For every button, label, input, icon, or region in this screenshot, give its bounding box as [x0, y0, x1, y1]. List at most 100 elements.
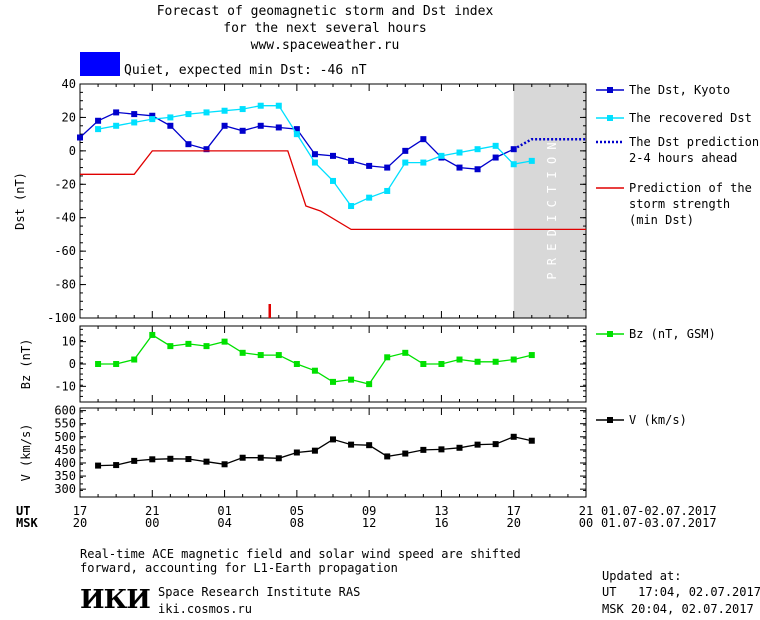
- dst-series-0-point: [293, 126, 300, 133]
- v-y-tick-label: 450: [54, 443, 76, 457]
- iki-logo: ИКИ: [80, 585, 151, 615]
- institute-website[interactable]: iki.cosmos.ru: [158, 602, 252, 616]
- v-series-0-point: [438, 446, 445, 453]
- bz-series-0-point: [348, 376, 355, 383]
- bz-series-0-point: [203, 343, 210, 350]
- v-y-tick-label: 500: [54, 430, 76, 444]
- v-series-0-point: [203, 458, 210, 465]
- legend-label-dst-0: The Dst, Kyoto: [629, 83, 730, 97]
- v-y-tick-label: 350: [54, 469, 76, 483]
- bz-series-0-point: [149, 331, 156, 338]
- v-series-0-point: [384, 453, 391, 460]
- legend-label-dst-3: (min Dst): [629, 213, 694, 227]
- prediction-region: [513, 84, 586, 318]
- msk-tick-label: 16: [434, 516, 448, 530]
- bz-series-0-point: [528, 352, 535, 359]
- legend-label-dst-3: Prediction of the: [629, 181, 752, 195]
- bz-series-0-point: [420, 361, 427, 367]
- dst-y-axis-label: Dst (nT): [13, 172, 27, 230]
- dst-series-0-point: [185, 141, 192, 148]
- v-series-0-point: [185, 456, 192, 463]
- ut-tick-label: 17: [506, 504, 520, 518]
- msk-tick-label: 20: [73, 516, 87, 530]
- v-y-tick-label: 300: [54, 482, 76, 496]
- msk-tick-label: 12: [362, 516, 376, 530]
- v-panel-frame: [79, 407, 587, 498]
- dst-series-0-point: [330, 152, 336, 159]
- dst-series-0-point: [275, 124, 282, 131]
- bz-series-0-point: [384, 354, 391, 361]
- legend-layer: The Dst, Kyoto The recovered Dst The Dst p…: [596, 83, 759, 427]
- v-series-0-point: [95, 462, 102, 469]
- bz-series-0-point: [456, 356, 463, 363]
- dst-series-1-point: [293, 131, 300, 138]
- dst-series-line-2: [513, 137, 586, 151]
- dst-series-1-point: [528, 157, 535, 164]
- dst-y-tick-label: 40: [62, 77, 76, 91]
- dst-series-0-point: [402, 147, 409, 154]
- v-series-0-point: [167, 455, 174, 462]
- data-layer: [77, 102, 586, 469]
- v-series-0-point: [528, 437, 535, 444]
- dst-series-0-point: [456, 164, 463, 171]
- bz-series-0-point: [275, 352, 282, 359]
- v-series-0-point: [492, 441, 499, 448]
- v-series-0-point: [474, 441, 481, 448]
- legend-label-v-0: V (km/s): [629, 413, 687, 427]
- v-series-0-point: [510, 433, 517, 440]
- dst-series-1-point: [510, 161, 517, 168]
- chart-title-line-2: for the next several hours: [223, 21, 427, 36]
- v-y-axis-label: V (km/s): [19, 424, 33, 482]
- dst-series-0-point: [348, 157, 355, 164]
- bz-series-0-point: [167, 343, 174, 350]
- v-series-0-point: [456, 444, 463, 451]
- ut-axis-label: UT: [16, 504, 30, 518]
- v-series-0-point: [257, 454, 264, 461]
- dst-series-0-point: [366, 162, 373, 169]
- v-y-tick-label: 550: [54, 417, 76, 431]
- legend-label-dst-1: The recovered Dst: [629, 111, 752, 125]
- institute-name: Space Research Institute RAS: [158, 585, 361, 599]
- bz-series-0-point: [239, 349, 246, 356]
- v-series-0-point: [221, 461, 228, 468]
- dst-series-1-point: [95, 126, 102, 133]
- bz-series-0-point: [221, 338, 228, 345]
- ut-tick-label: 05: [290, 504, 304, 518]
- dst-series-1-point: [348, 203, 355, 210]
- dst-series-0-point: [131, 111, 138, 118]
- v-series-0-point: [402, 450, 409, 457]
- bz-series-0-point: [293, 361, 300, 367]
- updated-ut: UT 17:04, 02.07.2017: [602, 585, 760, 599]
- bz-series-0-point: [474, 358, 481, 365]
- v-series-0-point: [348, 441, 355, 448]
- dst-y-tick-label: -20: [54, 177, 76, 191]
- ut-tick-label: 09: [362, 504, 376, 518]
- dst-series-0-point: [167, 122, 174, 129]
- chart-title-line-1: Forecast of geomagnetic storm and Dst in…: [156, 4, 494, 19]
- dst-y-tick-label: 20: [62, 110, 76, 124]
- ut-tick-label: 13: [434, 504, 448, 518]
- msk-tick-label: 20: [506, 516, 520, 530]
- dst-series-1-point: [239, 106, 246, 113]
- msk-date-range: 01.07-03.07.2017: [601, 516, 717, 530]
- dst-series-0-point: [203, 146, 210, 153]
- status-color-box: [80, 52, 120, 76]
- dst-series-1-point: [438, 152, 445, 159]
- website-link[interactable]: www.spaceweather.ru: [250, 38, 400, 53]
- bz-series-0-point: [510, 356, 517, 363]
- dst-series-1-point: [474, 146, 481, 153]
- bz-series-0-point: [402, 349, 409, 356]
- dst-series-1-point: [275, 102, 282, 109]
- dst-series-1-point: [131, 119, 138, 126]
- dst-series-1-point: [257, 102, 264, 109]
- dst-series-0-point: [492, 154, 499, 161]
- bz-y-axis-label: Bz (nT): [19, 339, 33, 390]
- bz-series-0-point: [311, 367, 318, 374]
- v-series-0-point: [131, 457, 138, 464]
- msk-tick-label: 04: [217, 516, 231, 530]
- bz-y-tick-label: 10: [62, 335, 76, 349]
- dst-series-1-point: [149, 116, 156, 123]
- bz-series-0-point: [185, 340, 192, 347]
- dst-series-1-point: [384, 187, 391, 194]
- legend-label-dst-2: The Dst prediction: [629, 135, 759, 149]
